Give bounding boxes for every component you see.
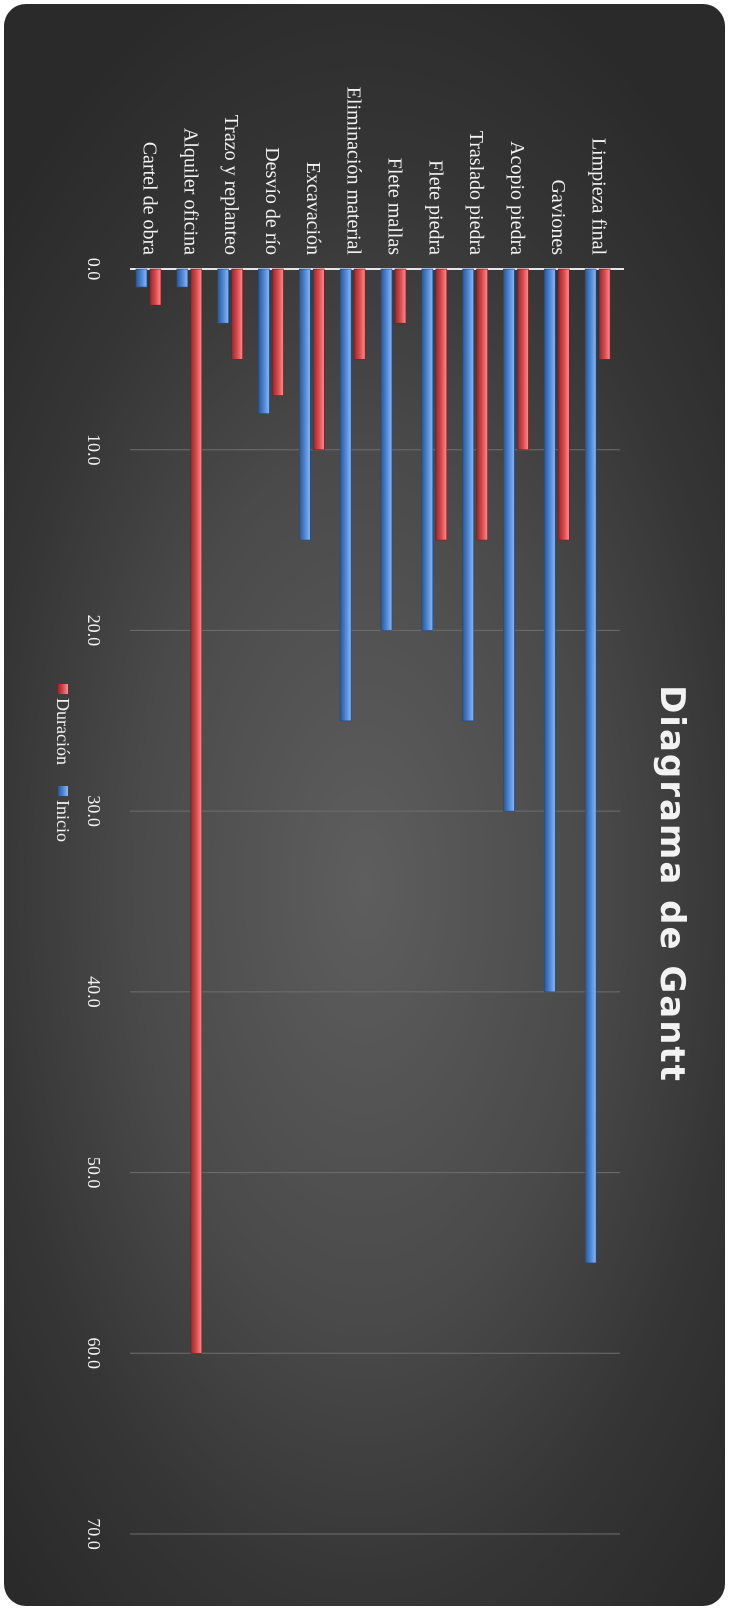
bar-inicio <box>258 268 270 414</box>
bar-layer <box>135 268 611 1354</box>
bar-inicio <box>217 268 229 324</box>
category-label: Acopio piedra <box>506 141 528 255</box>
chart-title: Diagrama de Gantt <box>652 685 692 1083</box>
bar-duracion <box>435 268 448 541</box>
legend-label-inicio: Inicio <box>53 800 73 842</box>
bar-duracion <box>557 268 570 541</box>
x-tick-label: 40.0 <box>84 976 104 1008</box>
category-label: Eliminación material <box>343 87 365 256</box>
x-tick-label: 30.0 <box>84 795 104 827</box>
legend: Duración Inicio <box>53 684 73 842</box>
bar-duracion <box>476 268 488 541</box>
category-label: Alquiler oficina <box>179 128 201 255</box>
gantt-chart: 0.0 10.0 20.0 30.0 40.0 50.0 60.0 70.0 Limpieza … <box>53 87 692 1550</box>
bar-inicio <box>462 268 474 722</box>
bar-inicio <box>503 268 515 812</box>
x-tick-label: 70.0 <box>84 1518 104 1550</box>
bar-duracion <box>517 268 529 451</box>
x-tick-label: 60.0 <box>84 1338 104 1370</box>
bar-duracion <box>272 268 284 396</box>
chart-frame: 0.0 10.0 20.0 30.0 40.0 50.0 60.0 70.0 Limpieza … <box>4 4 725 1606</box>
grid-layer <box>130 268 624 1535</box>
bar-duracion <box>149 268 162 306</box>
x-tick-label: 0.0 <box>84 258 104 281</box>
bar-inicio <box>339 268 352 722</box>
bar-duracion <box>353 268 366 360</box>
chart-rotator: 0.0 10.0 20.0 30.0 40.0 50.0 60.0 70.0 Limpieza … <box>4 4 725 1606</box>
bar-inicio <box>380 268 393 631</box>
category-label: Gaviones <box>547 179 569 255</box>
category-label: Limpieza final <box>588 138 610 256</box>
category-label: Cartel de obra <box>138 142 160 255</box>
label-layer: 0.0 10.0 20.0 30.0 40.0 50.0 60.0 70.0 Limpieza … <box>84 87 610 1550</box>
bar-inicio <box>543 268 556 993</box>
legend-swatch-duracion <box>58 684 68 694</box>
bar-inicio <box>298 268 311 541</box>
legend-label-duracion: Duración <box>53 698 73 765</box>
category-label: Traslado piedra <box>465 131 487 255</box>
category-label: Desvío de río <box>261 147 283 255</box>
x-tick-label: 50.0 <box>84 1157 104 1189</box>
bar-inicio <box>176 268 189 288</box>
category-label: Flete mallas <box>383 158 405 255</box>
x-tick-label: 20.0 <box>84 615 104 647</box>
bar-inicio <box>135 268 148 288</box>
category-label: Flete piedra <box>424 160 446 255</box>
bar-duracion <box>598 268 611 360</box>
legend-swatch-inicio <box>58 786 68 796</box>
category-label: Excavación <box>302 162 324 255</box>
category-label: Trazo y replanteo <box>220 115 242 255</box>
bar-duracion <box>312 268 325 451</box>
bar-duracion <box>190 268 203 1354</box>
bar-duracion <box>394 268 407 324</box>
bar-inicio <box>421 268 434 631</box>
bar-inicio <box>584 268 597 1264</box>
x-tick-label: 10.0 <box>84 434 104 466</box>
bar-duracion <box>231 268 243 360</box>
